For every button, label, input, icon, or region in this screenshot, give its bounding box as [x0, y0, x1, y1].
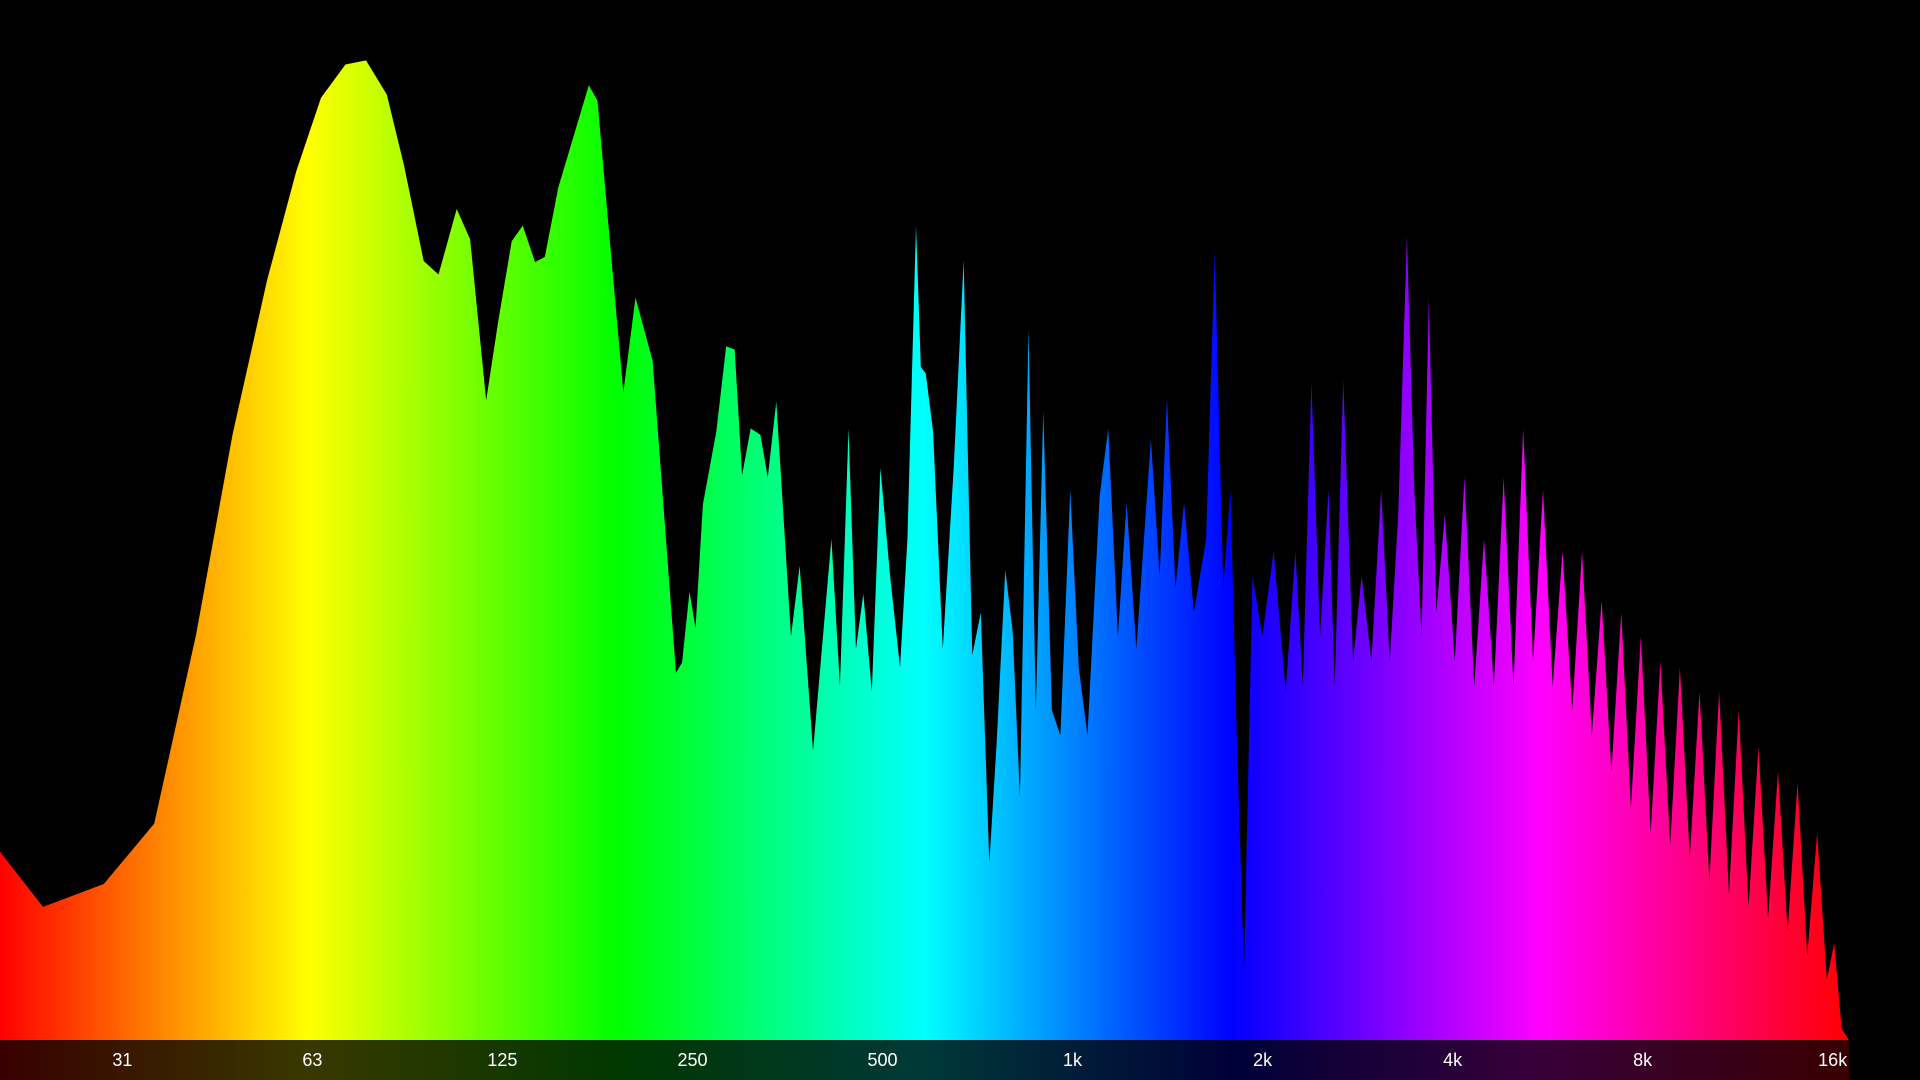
x-tick-label: 250: [677, 1050, 707, 1070]
x-tick-label: 4k: [1443, 1050, 1463, 1070]
x-tick-label: 500: [867, 1050, 897, 1070]
spectrum-area: [0, 60, 1849, 1040]
axis-strip: [0, 1040, 1920, 1080]
x-tick-label: 1k: [1063, 1050, 1083, 1070]
x-tick-label: 125: [487, 1050, 517, 1070]
x-tick-label: 31: [112, 1050, 132, 1070]
axis-strip-shade: [1848, 1040, 1920, 1080]
x-tick-label: 16k: [1818, 1050, 1848, 1070]
x-tick-label: 2k: [1253, 1050, 1273, 1070]
x-tick-label: 63: [302, 1050, 322, 1070]
x-tick-label: 8k: [1633, 1050, 1653, 1070]
